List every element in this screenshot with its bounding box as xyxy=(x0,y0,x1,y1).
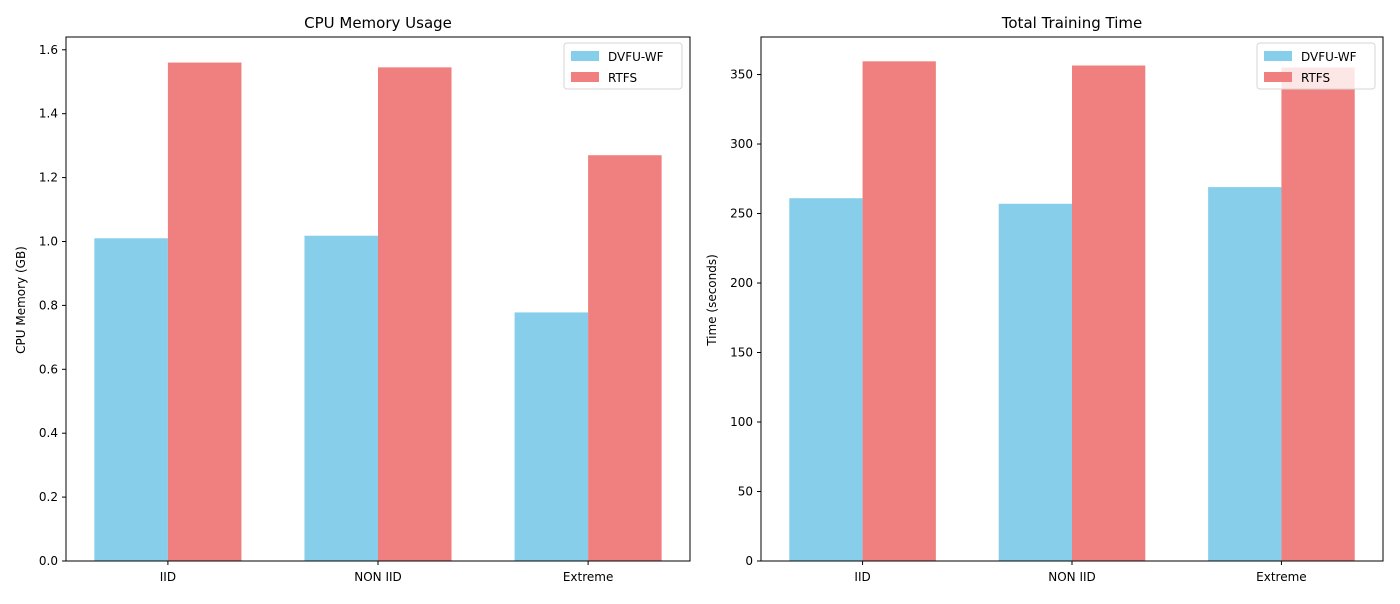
legend-label: RTFS xyxy=(608,71,637,85)
legend-swatch xyxy=(571,51,599,61)
y-tick-label: 50 xyxy=(738,485,753,499)
bar-rtfs-non-iid xyxy=(1072,65,1146,561)
bar-dvfu-wf-non-iid xyxy=(998,203,1072,561)
x-ticks: IID NON IID Extreme xyxy=(160,561,614,584)
y-tick-label: 200 xyxy=(730,276,753,290)
y-axis-label: Time (seconds) xyxy=(705,254,719,347)
y-tick-label: 0 xyxy=(745,554,753,568)
y-tick-label: 300 xyxy=(730,137,753,151)
chart-title: Total Training Time xyxy=(1001,14,1142,32)
y-tick-label: 0.4 xyxy=(39,426,58,440)
bar-rtfs-extreme xyxy=(1281,67,1355,561)
legend-label: DVFU-WF xyxy=(608,50,664,64)
legend: DVFU-WF RTFS xyxy=(563,42,683,90)
bar-dvfu-wf-extreme xyxy=(514,312,589,561)
x-tick-label: IID xyxy=(160,570,176,584)
plot-frame xyxy=(65,36,691,562)
x-tick-label: IID xyxy=(854,570,870,584)
y-tick-label: 1.4 xyxy=(39,107,58,121)
bar-rtfs-non-iid xyxy=(378,67,452,561)
y-ticks: 0 50 100 150 200 250 300 350 xyxy=(730,68,761,568)
x-tick-label: NON IID xyxy=(1048,570,1096,584)
y-tick-label: 1.2 xyxy=(39,171,58,185)
plot-frame xyxy=(760,36,1384,562)
x-tick-label: Extreme xyxy=(1256,570,1307,584)
y-axis-label: CPU Memory (GB) xyxy=(14,246,28,354)
bar-dvfu-wf-iid xyxy=(94,238,168,562)
y-tick-label: 0.0 xyxy=(39,554,58,568)
legend-swatch xyxy=(1264,72,1292,82)
legend-label: DVFU-WF xyxy=(1301,50,1357,64)
bars xyxy=(94,62,662,562)
bar-rtfs-iid xyxy=(862,61,936,561)
y-tick-label: 150 xyxy=(730,346,753,360)
bar-dvfu-wf-non-iid xyxy=(304,235,378,562)
y-tick-label: 1.6 xyxy=(39,43,58,57)
legend-label: RTFS xyxy=(1301,71,1330,85)
cpu-memory-chart: CPU Memory Usage CPU Memory (GB) IID NON … xyxy=(14,14,691,584)
y-tick-label: 100 xyxy=(730,415,753,429)
bar-rtfs-extreme xyxy=(588,155,662,561)
bar-dvfu-wf-extreme xyxy=(1208,187,1282,562)
legend-swatch xyxy=(571,72,599,82)
y-tick-label: 250 xyxy=(730,207,753,221)
y-tick-label: 0.2 xyxy=(39,490,58,504)
y-tick-label: 1.0 xyxy=(39,234,58,248)
legend-swatch xyxy=(1264,51,1292,61)
chart-title: CPU Memory Usage xyxy=(304,14,452,32)
y-tick-label: 0.8 xyxy=(39,298,58,312)
x-tick-label: NON IID xyxy=(354,570,402,584)
bar-rtfs-iid xyxy=(167,62,242,561)
y-tick-label: 350 xyxy=(730,68,753,82)
y-ticks: 0.0 0.2 0.4 0.6 0.8 1.0 1.2 1.4 1.6 xyxy=(39,43,66,568)
bar-dvfu-wf-iid xyxy=(789,198,863,561)
bars xyxy=(789,61,1355,562)
x-ticks: IID NON IID Extreme xyxy=(854,561,1307,584)
training-time-chart: Total Training Time Time (seconds) IID NO… xyxy=(705,14,1384,584)
legend: DVFU-WF RTFS xyxy=(1256,42,1376,90)
x-tick-label: Extreme xyxy=(563,570,614,584)
y-tick-label: 0.6 xyxy=(39,362,58,376)
